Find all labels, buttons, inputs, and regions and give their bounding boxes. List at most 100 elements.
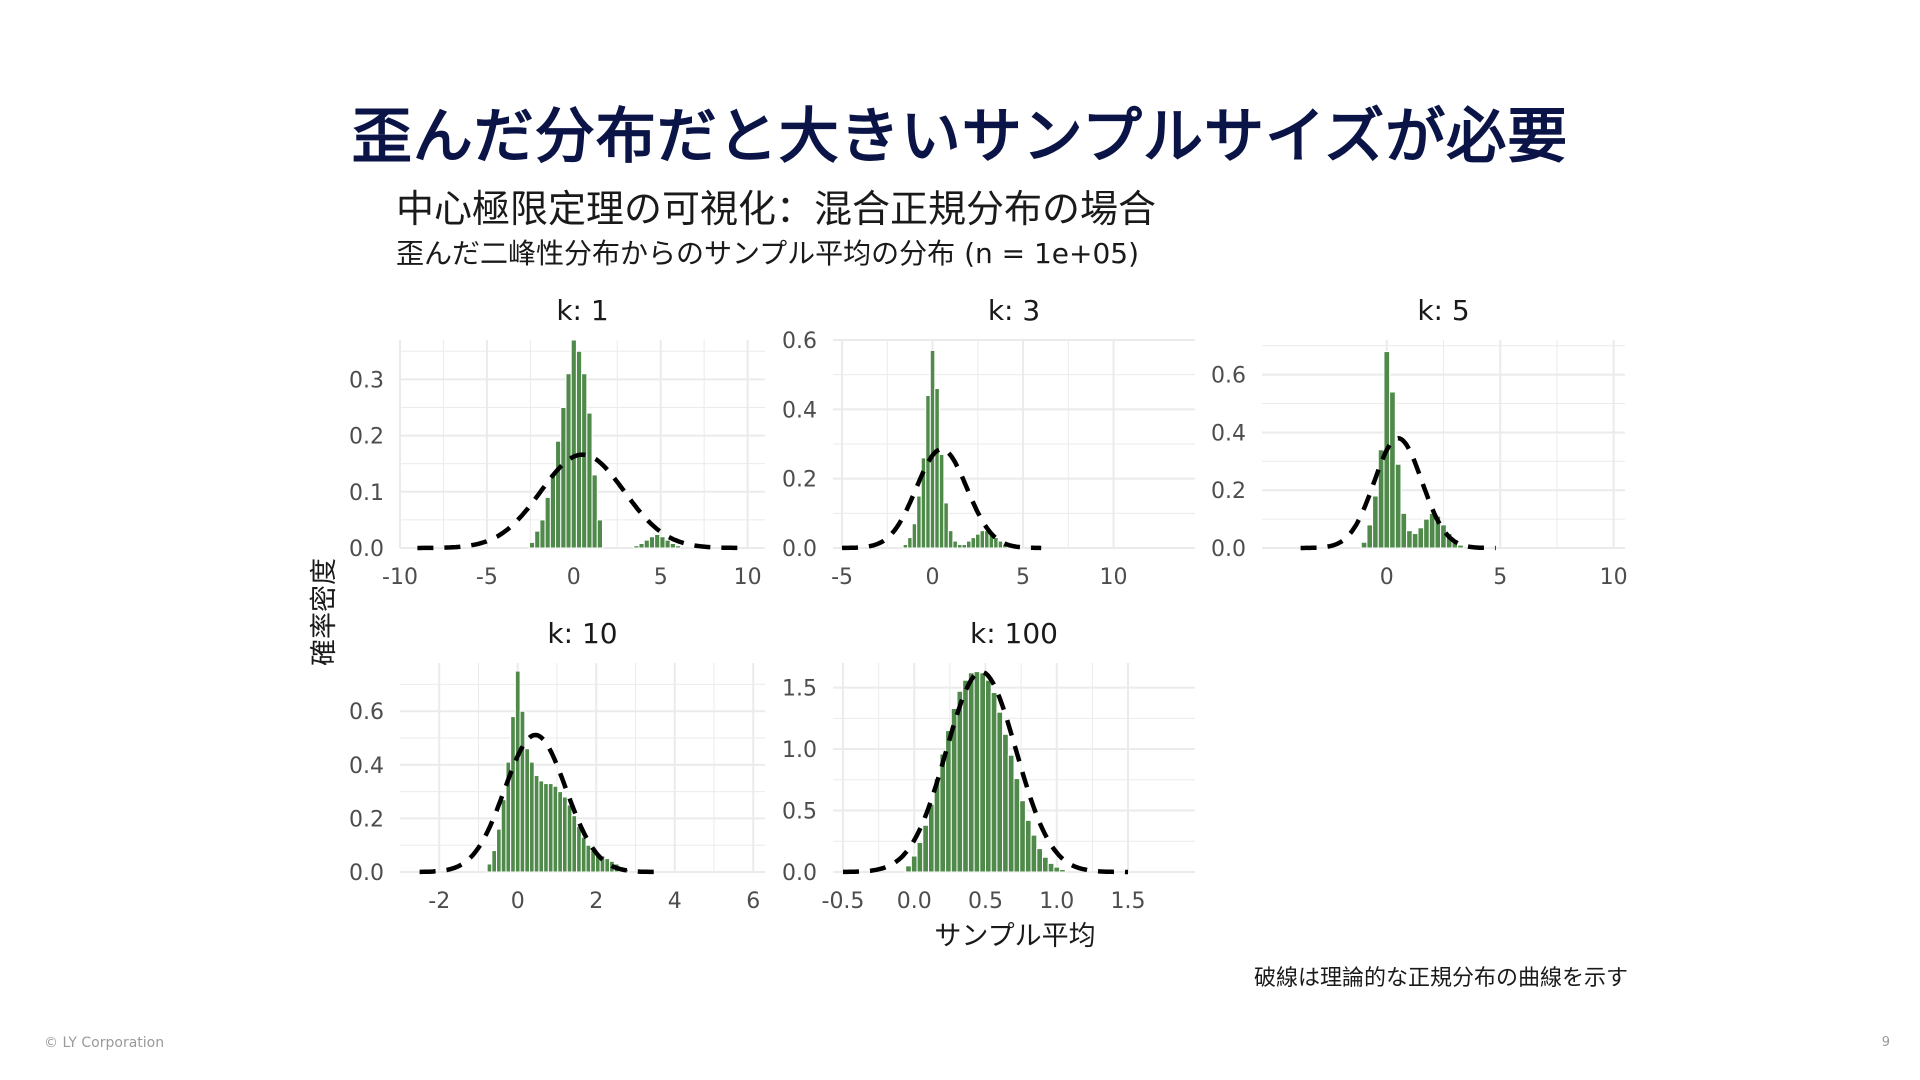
histogram-bar — [555, 440, 562, 549]
histogram-bar — [1377, 449, 1385, 549]
x-tick-label: 0 — [511, 889, 525, 914]
histogram-bar — [1406, 530, 1413, 549]
histogram-bar — [638, 543, 645, 549]
histogram-bar — [979, 672, 986, 873]
x-tick-label: 10 — [1600, 565, 1628, 590]
histogram-bar — [1030, 834, 1038, 873]
histogram-bar — [1417, 527, 1425, 549]
histogram-bar — [956, 544, 963, 549]
histogram-bar — [571, 815, 578, 873]
histogram-bar — [581, 373, 588, 549]
y-axis-title: 確率密度 — [309, 558, 340, 666]
x-tick-label: 0.5 — [968, 889, 1003, 914]
histogram-bar — [962, 679, 969, 873]
histogram-bar — [549, 474, 557, 549]
x-tick-label: 0 — [926, 565, 940, 590]
y-tick-label: 0.0 — [782, 537, 817, 562]
histogram-bar — [533, 775, 540, 873]
x-tick-label: 0 — [1380, 565, 1394, 590]
histogram-bar — [1019, 800, 1026, 873]
histogram-bar — [967, 672, 975, 873]
histogram-bar — [566, 804, 573, 873]
y-tick-label: 1.0 — [782, 738, 817, 763]
y-tick-label: 0.3 — [349, 368, 384, 393]
histogram-bar — [552, 785, 559, 873]
x-tick-label: 10 — [734, 565, 762, 590]
x-tick-label: 5 — [1493, 565, 1507, 590]
histogram-bar — [1059, 869, 1066, 873]
slide-title: 歪んだ分布だと大きいサンプルサイズが必要 — [351, 102, 1569, 172]
histogram-bar — [1360, 541, 1368, 549]
y-tick-label: 0.4 — [782, 398, 817, 423]
histogram-bar — [1411, 533, 1419, 549]
histogram-bar — [975, 533, 981, 549]
x-tick-label: 0.0 — [897, 889, 932, 914]
normal-curve — [417, 452, 748, 551]
histogram-bar — [916, 841, 924, 873]
x-tick-label: -5 — [476, 565, 498, 590]
histogram-bar — [565, 373, 572, 549]
histogram-bar — [1042, 856, 1049, 873]
x-tick-label: 0 — [567, 565, 581, 590]
x-axis-title: サンプル平均 — [934, 921, 1095, 952]
histogram-bar — [997, 540, 1004, 549]
histogram-bar — [1366, 524, 1374, 549]
histogram-bar — [1423, 518, 1430, 549]
histogram-bar — [965, 540, 972, 549]
facet-label: k: 100 — [970, 617, 1058, 650]
normal-curve — [841, 446, 1042, 551]
facet-label: k: 10 — [547, 617, 617, 650]
y-tick-label: 0.4 — [1211, 421, 1246, 446]
footer-copyright: © LY Corporation — [44, 1035, 165, 1051]
histogram-bar — [596, 519, 603, 549]
histogram-bar — [538, 780, 545, 873]
histogram-bar — [952, 540, 958, 549]
histogram-bar — [910, 855, 918, 873]
histogram-bar — [979, 530, 986, 549]
y-tick-label: 0.1 — [349, 481, 384, 506]
histogram-bar — [943, 502, 949, 549]
histogram-bar — [534, 530, 541, 549]
histogram-bar — [947, 530, 954, 549]
histogram-bar — [984, 679, 992, 873]
y-tick-label: 0.2 — [1211, 479, 1246, 504]
normal-curve — [843, 669, 1128, 875]
histogram-bar — [500, 799, 507, 873]
histogram-bar — [993, 537, 999, 549]
histogram-bar — [659, 536, 666, 549]
x-tick-label: 6 — [746, 889, 760, 914]
y-tick-label: 0.2 — [782, 468, 817, 493]
histogram-bar — [922, 824, 929, 873]
chart-title: 中心極限定理の可視化：混合正規分布の場合 — [396, 187, 1157, 231]
x-tick-label: 4 — [668, 889, 682, 914]
histogram-bar — [1047, 862, 1055, 873]
histogram-bar — [557, 791, 563, 873]
y-tick-label: 0.4 — [349, 754, 384, 779]
histogram-bar — [529, 761, 535, 873]
histogram-bar — [669, 543, 676, 549]
x-tick-label: 10 — [1100, 565, 1128, 590]
histogram-bar — [519, 710, 526, 873]
histogram-bar — [911, 523, 918, 549]
histogram-bar — [907, 537, 913, 549]
histogram-bar — [1053, 866, 1061, 873]
histogram-bar — [539, 519, 546, 549]
y-tick-label: 0.2 — [349, 807, 384, 832]
x-tick-label: -5 — [831, 565, 853, 590]
histogram-bar — [1372, 495, 1379, 549]
histogram-bar — [674, 545, 682, 549]
y-tick-label: 0.0 — [349, 861, 384, 886]
x-tick-label: 1.5 — [1111, 889, 1146, 914]
histogram-bar — [643, 539, 650, 549]
y-tick-label: 0.0 — [349, 537, 384, 562]
histogram-bar — [925, 394, 931, 549]
histogram-bar — [1457, 544, 1464, 549]
histogram-bar — [664, 539, 671, 549]
x-tick-label: 1.0 — [1039, 889, 1074, 914]
y-tick-label: 1.5 — [782, 677, 817, 702]
histogram-bar — [544, 496, 551, 549]
histogram-bar — [491, 850, 498, 873]
histogram-bar — [961, 544, 967, 549]
histogram-bar — [547, 783, 554, 873]
